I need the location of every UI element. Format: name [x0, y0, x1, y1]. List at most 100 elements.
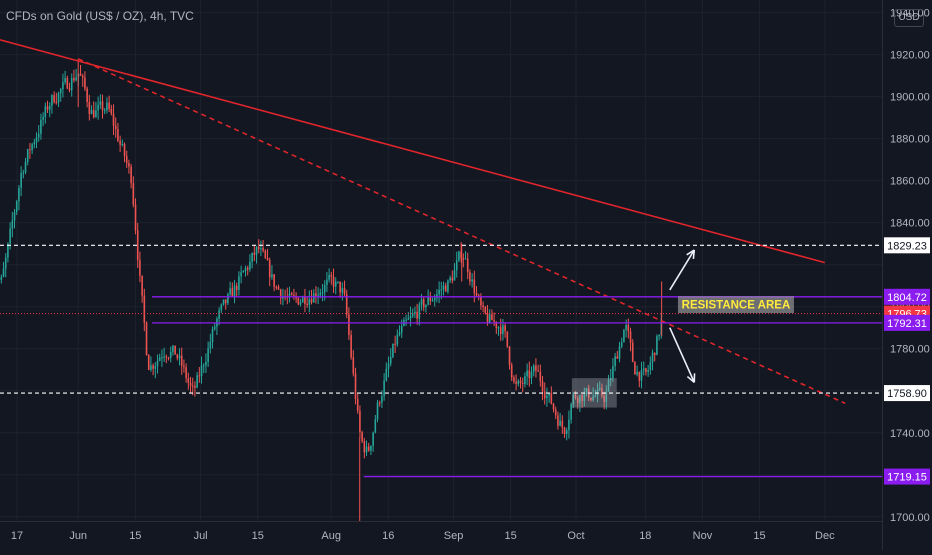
candle-body: [5, 257, 7, 268]
candle-body: [225, 299, 227, 303]
price-tag-resistance: 1792.31: [887, 318, 927, 330]
candle-body: [423, 299, 425, 307]
candle-body: [223, 299, 225, 304]
candle-body: [271, 274, 273, 277]
candle-body: [427, 298, 429, 305]
candle-body: [150, 365, 152, 370]
arrow-head: [693, 250, 694, 259]
candle-body: [518, 381, 520, 384]
candle-body: [18, 188, 20, 202]
candle-body: [194, 386, 196, 388]
candle-body: [513, 378, 515, 382]
candle-body: [84, 78, 86, 89]
candle-body: [368, 447, 370, 451]
candle-body: [251, 253, 253, 262]
candle-body: [348, 314, 350, 335]
candle-body: [86, 88, 88, 102]
candle-body: [183, 366, 185, 367]
candle-body: [168, 357, 170, 358]
candle-body: [392, 344, 394, 357]
candle-body: [441, 290, 443, 291]
candle-body: [157, 361, 159, 366]
candle-body: [89, 102, 91, 114]
candle-body: [390, 357, 392, 363]
candle-body: [632, 343, 634, 362]
currency-button[interactable]: USD: [894, 9, 924, 27]
candle-body: [126, 156, 128, 163]
candle-body: [278, 287, 280, 290]
candle-body: [359, 411, 361, 432]
time-tick-label: Jul: [194, 530, 208, 542]
candle-body: [130, 167, 132, 184]
candle-body: [106, 103, 108, 110]
candle-body: [438, 290, 440, 294]
candle-body: [487, 313, 489, 323]
candle-body: [366, 447, 368, 453]
price-tick-label: 1900.00: [890, 92, 930, 104]
candle-body: [535, 366, 537, 371]
candle-body: [53, 95, 55, 102]
candle-body: [355, 374, 357, 400]
candle-body: [69, 88, 71, 90]
candle-body: [254, 253, 256, 255]
candle-body: [100, 102, 102, 105]
candle-body: [155, 366, 157, 369]
candle-body: [623, 330, 625, 342]
candle-body: [14, 212, 16, 220]
candle-body: [542, 381, 544, 391]
candle-body: [71, 78, 73, 90]
candle-body: [645, 368, 647, 372]
candle-body: [36, 137, 38, 142]
candle-body: [353, 357, 355, 373]
candle-body: [247, 268, 249, 270]
candle-body: [172, 346, 174, 352]
candle-body: [570, 404, 572, 420]
candle-body: [377, 402, 379, 419]
candle-body: [236, 286, 238, 290]
chart-title: CFDs on Gold (US$ / OZ), 4h, TVC: [6, 9, 194, 23]
candle-body: [568, 420, 570, 430]
candle-body: [40, 120, 42, 134]
candle-body: [452, 278, 454, 281]
candle-body: [265, 251, 267, 258]
candle-body: [159, 358, 161, 361]
candle-body: [551, 393, 553, 404]
time-tick-label: 18: [639, 530, 651, 542]
candle-body: [471, 279, 473, 281]
candle-body: [258, 247, 260, 249]
candle-body: [267, 258, 269, 260]
candle-body: [260, 248, 262, 249]
candle-body: [95, 110, 97, 117]
candle-body: [412, 314, 414, 316]
candle-body: [456, 260, 458, 270]
candle-body: [227, 294, 229, 303]
candle-body: [293, 295, 295, 296]
candle-body: [502, 325, 504, 334]
candle-body: [650, 362, 652, 370]
candle-body: [335, 282, 337, 287]
candle-body: [463, 258, 465, 259]
candle-body: [619, 346, 621, 358]
candle-body: [480, 297, 482, 305]
candle-body: [328, 275, 330, 280]
candle-body: [522, 383, 524, 384]
time-tick-label: Aug: [321, 530, 341, 542]
candle-body: [62, 82, 64, 89]
candle-body: [133, 183, 135, 204]
candle-body: [324, 285, 326, 292]
price-tag-resistance: 1719.15: [887, 472, 927, 484]
candle-body: [630, 331, 632, 342]
candle-body: [306, 304, 308, 305]
candle-body: [73, 78, 75, 80]
candle-body: [91, 110, 93, 114]
candle-body: [311, 299, 313, 302]
time-tick-label: 15: [252, 530, 264, 542]
candle-body: [509, 347, 511, 365]
candle-body: [221, 304, 223, 310]
candle-body: [546, 396, 548, 398]
candle-body: [174, 346, 176, 355]
candle-body: [80, 74, 82, 76]
candle-body: [104, 110, 106, 111]
candle-body: [243, 271, 245, 272]
